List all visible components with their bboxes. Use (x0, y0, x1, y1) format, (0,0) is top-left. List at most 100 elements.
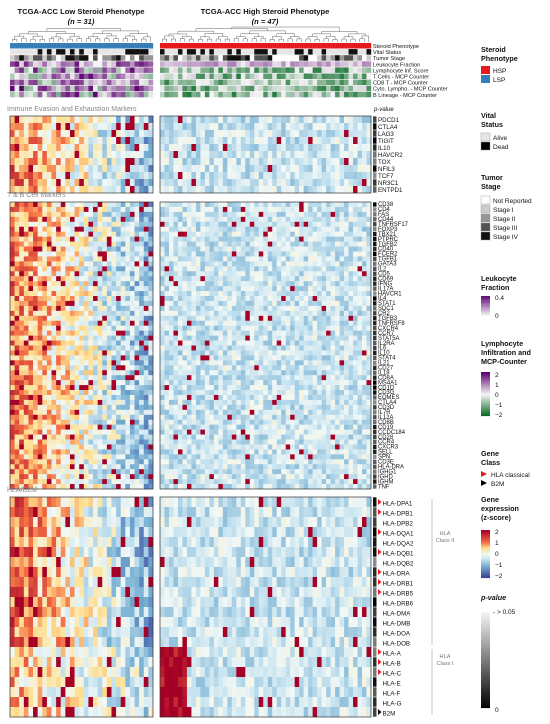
heatmap-cell (317, 330, 322, 336)
heatmap-cell (182, 246, 188, 252)
annotation-cell (348, 85, 354, 92)
heatmap-cell (120, 370, 126, 376)
heatmap-cell (14, 330, 20, 336)
heatmap-cell (285, 151, 291, 159)
heatmap-cell (23, 399, 29, 406)
heatmap-cell (254, 340, 259, 346)
heatmap-cell (116, 380, 121, 386)
heatmap-cell (326, 355, 331, 361)
heatmap-cell (240, 355, 246, 361)
heatmap-cell (285, 221, 291, 227)
heatmap-cell (357, 365, 363, 371)
heatmap-cell (69, 130, 75, 138)
heatmap-cell (348, 335, 354, 341)
heatmap-cell (290, 291, 295, 297)
heatmap-cell (83, 231, 89, 237)
annotation-cell (357, 85, 363, 92)
heatmap-cell (290, 305, 295, 312)
gene-label: ENTPD1 (378, 187, 403, 194)
heatmap-cell (116, 123, 121, 131)
heatmap-cell (83, 286, 89, 292)
heatmap-cell (46, 123, 52, 131)
heatmap-cell (200, 202, 206, 208)
heatmap-cell (168, 206, 174, 213)
heatmap-cell (213, 221, 219, 227)
annotation-row-label: Leukocyte Fraction (373, 62, 420, 68)
heatmap-cell (308, 300, 313, 307)
heatmap-cell (125, 221, 131, 227)
heatmap-cell (290, 130, 295, 138)
heatmap-cell (227, 123, 233, 131)
heatmap-cell (33, 355, 38, 361)
annotation-cell (231, 79, 237, 86)
heatmap-cell (69, 330, 75, 336)
heatmap-cell (42, 360, 48, 366)
annotation-cell (249, 79, 255, 86)
heatmap-cell (191, 305, 197, 312)
heatmap-cell (65, 404, 71, 411)
annotation-cell (42, 49, 48, 55)
heatmap-cell (33, 390, 38, 396)
heatmap-cell (276, 226, 282, 232)
annotation-cell (285, 79, 291, 86)
heatmap-cell (10, 305, 15, 312)
heatmap-cell (285, 179, 291, 187)
heatmap-cell (93, 345, 98, 351)
annotation-cell (134, 67, 140, 73)
heatmap-cell (28, 231, 34, 237)
heatmap-cell (111, 172, 117, 180)
annotation-cell (344, 79, 349, 86)
heatmap-cell (353, 137, 358, 145)
heatmap-cell (164, 335, 170, 341)
heatmap-cell (88, 305, 94, 312)
heatmap-cell (240, 310, 246, 317)
heatmap-cell (272, 335, 277, 341)
heatmap-cell (240, 123, 246, 131)
heatmap-cell (102, 350, 108, 356)
heatmap-cell (357, 335, 363, 341)
heatmap-cell (46, 365, 52, 371)
annotation-cell (339, 61, 345, 67)
heatmap-cell (106, 385, 112, 391)
heatmap-cell (97, 246, 103, 252)
heatmap-cell (330, 226, 336, 232)
heatmap-cell (120, 365, 126, 371)
heatmap-cell (303, 116, 309, 124)
pvalue-cell (373, 116, 377, 123)
gene-label: TBX21 (378, 232, 396, 238)
heatmap-cell (106, 310, 112, 317)
heatmap-cell (303, 390, 309, 396)
heatmap-cell (366, 370, 372, 376)
heatmap-cell (51, 335, 57, 341)
heatmap-cell (321, 300, 327, 307)
heatmap-cell (168, 335, 174, 341)
heatmap-cell (245, 320, 250, 326)
heatmap-cell (236, 305, 242, 312)
heatmap-cell (37, 345, 43, 351)
heatmap-cell (42, 211, 48, 218)
heatmap-cell (258, 221, 264, 227)
heatmap-cell (357, 291, 363, 297)
heatmap-cell (272, 179, 277, 187)
heatmap-cell (267, 221, 273, 227)
annotation-cell (348, 49, 354, 55)
heatmap-cell (23, 291, 29, 297)
annotation-cell (37, 79, 43, 86)
heatmap-cell (218, 345, 224, 351)
heatmap-cell (254, 380, 259, 386)
heatmap-cell (240, 399, 246, 406)
heatmap-cell (299, 281, 304, 287)
heatmap-cell (267, 325, 273, 331)
heatmap-cell (83, 380, 89, 386)
heatmap-cell (28, 340, 34, 346)
heatmap-cell (42, 281, 48, 287)
heatmap-cell (263, 340, 268, 346)
heatmap-cell (321, 281, 327, 287)
heatmap-cell (348, 320, 354, 326)
heatmap-cell (120, 281, 126, 287)
annotation-cell (14, 67, 20, 73)
heatmap-cell (299, 310, 304, 317)
heatmap-cell (335, 390, 340, 396)
heatmap-cell (74, 355, 80, 361)
heatmap-cell (281, 335, 286, 341)
